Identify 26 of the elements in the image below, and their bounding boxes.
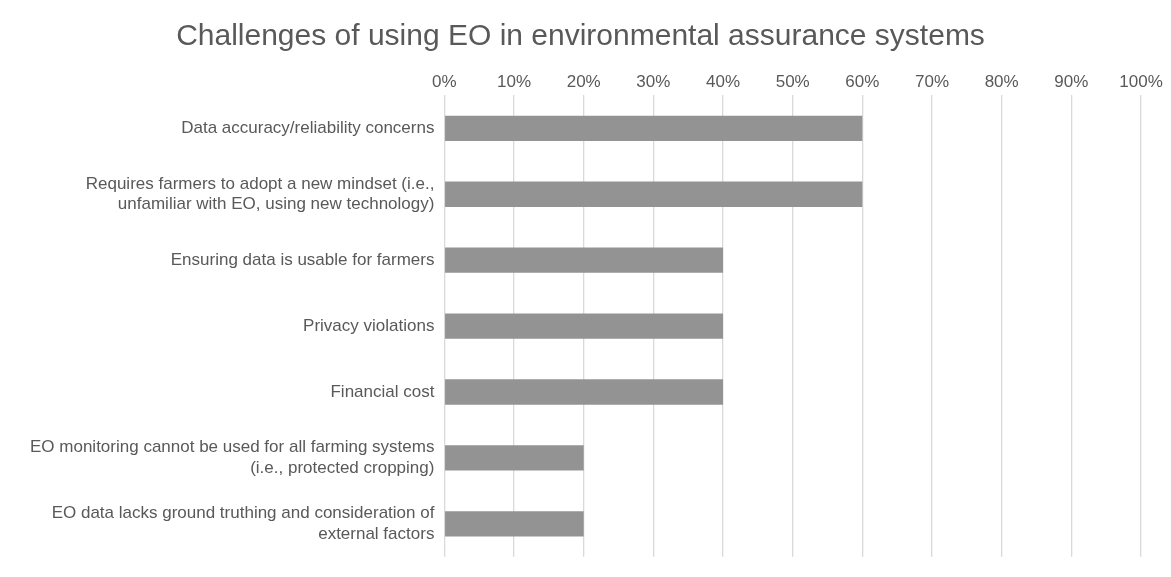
bar [445, 379, 724, 405]
y-tick-label: Privacy violations [303, 315, 435, 335]
chart-title: Challenges of using EO in environmental assurance systems [176, 18, 985, 52]
x-tick-label: 90% [1054, 71, 1089, 91]
x-tick-label: 80% [984, 71, 1019, 91]
bar [445, 181, 863, 207]
bar [445, 115, 863, 142]
bar [445, 247, 724, 273]
x-tick-label: 50% [775, 71, 810, 91]
bar [445, 445, 584, 471]
y-tick-label: Requires farmers to adopt a new mindset (i.e., unfamiliar with EO, using new technology) [85, 173, 435, 214]
x-tick-label: 20% [566, 71, 601, 91]
y-tick-label: Data accuracy/reliability concerns [181, 118, 435, 138]
y-tick-label: EO monitoring cannot be used for all farming systems (i.e., protected cropping) [30, 437, 435, 477]
y-tick-label: Ensuring data is usable for farmers [170, 249, 435, 269]
x-tick-label: 30% [636, 71, 671, 91]
x-tick-label: 10% [497, 71, 532, 91]
x-tick-label: 70% [915, 71, 950, 91]
x-tick-label: 60% [845, 71, 880, 91]
bar [445, 511, 584, 537]
y-tick-label: EO data lacks ground truthing and consideration of external factors [51, 503, 435, 543]
y-tick-label: Financial cost [330, 381, 435, 401]
x-tick-label: 40% [706, 71, 741, 91]
bar [445, 313, 724, 339]
x-tick-label: 0% [432, 71, 457, 91]
x-tick-label: 100% [1119, 71, 1163, 91]
